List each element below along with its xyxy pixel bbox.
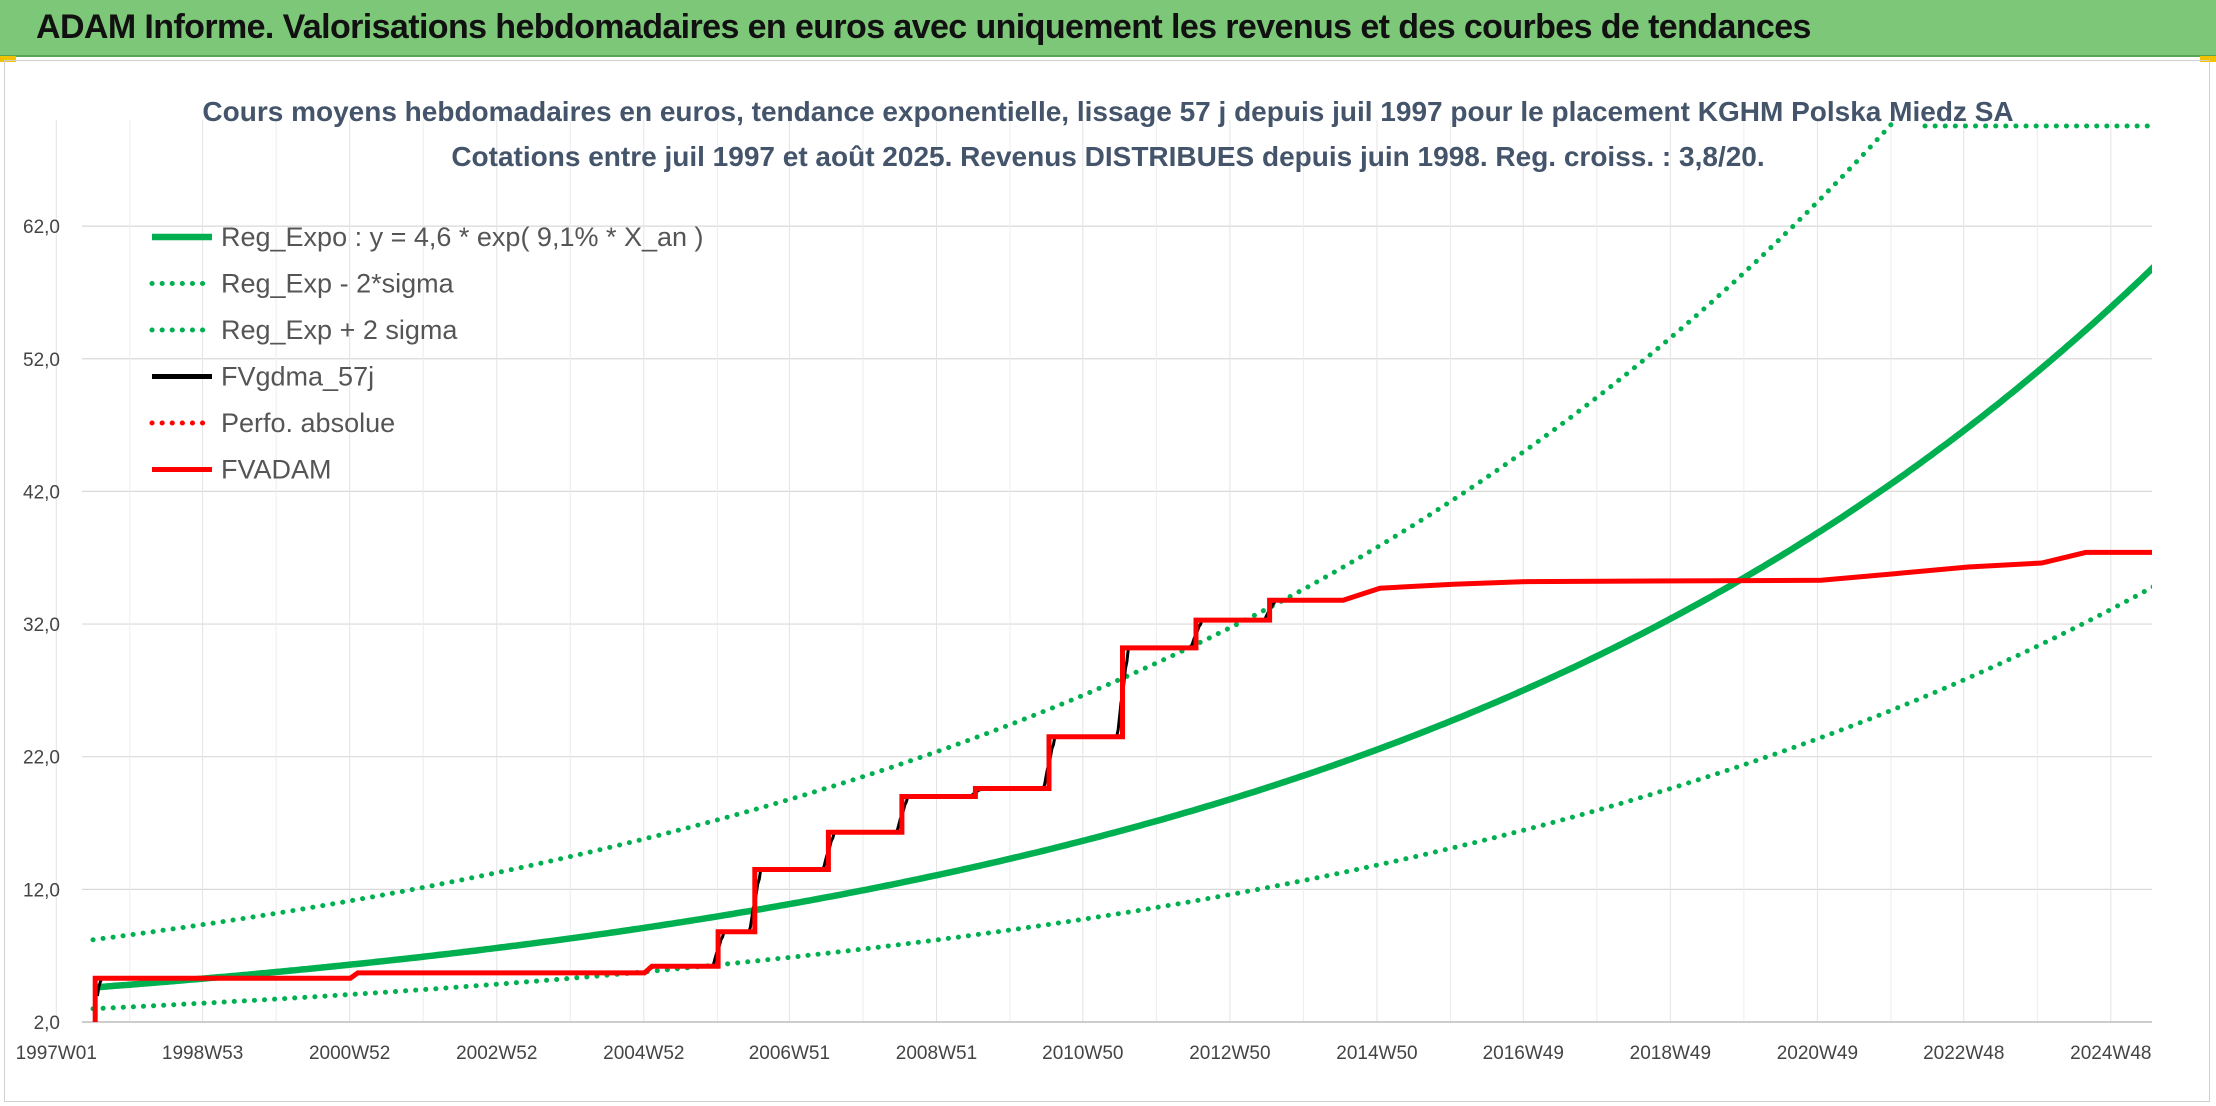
page-title: ADAM Informe. Valorisations hebdomadaire… xyxy=(36,8,1811,46)
legend-label: Reg_Expo : y = 4,6 * exp( 9,1% * X_an ) xyxy=(221,222,704,252)
corner-marker-left xyxy=(0,56,16,62)
y-tick-label: 22,0 xyxy=(23,748,60,769)
x-tick-label: 1998W53 xyxy=(162,1043,243,1064)
chart-subtitle: Cotations entre juil 1997 et août 2025. … xyxy=(451,141,1764,172)
x-tick-label: 2014W50 xyxy=(1336,1043,1417,1064)
legend: Reg_Expo : y = 4,6 * exp( 9,1% * X_an ) R… xyxy=(149,222,704,485)
chart-title: Cours moyens hebdomadaires en euros, ten… xyxy=(202,96,2013,127)
y-tick-label: 2,0 xyxy=(34,1013,60,1034)
x-tick-label: 2010W50 xyxy=(1042,1043,1123,1064)
x-tick-label: 2012W50 xyxy=(1189,1043,1270,1064)
x-tick-label: 2024W48 xyxy=(2070,1043,2151,1064)
series-line-5 xyxy=(92,549,2152,1022)
x-tick-label: 2018W49 xyxy=(1630,1043,1711,1064)
x-tick-label: 2020W49 xyxy=(1777,1043,1858,1064)
y-tick-label: 42,0 xyxy=(23,482,60,503)
series-line-2 xyxy=(90,120,1899,943)
x-tick-label: 2008W51 xyxy=(896,1043,977,1064)
legend-label: Reg_Exp - 2*sigma xyxy=(221,269,455,299)
corner-marker-right xyxy=(2200,56,2216,62)
x-tick-label: 2002W52 xyxy=(456,1043,537,1064)
x-tick-label: 2016W49 xyxy=(1483,1043,1564,1064)
legend-label: Perfo. absolue xyxy=(221,408,395,438)
chart-frame xyxy=(4,60,2210,1102)
legend-label: Reg_Exp + 2 sigma xyxy=(221,315,458,345)
series-line-1 xyxy=(90,584,2152,1012)
x-tick-label: 2004W52 xyxy=(603,1043,684,1064)
y-tick-label: 32,0 xyxy=(23,615,60,636)
tick-labels: 2,0 12,0 22,0 32,0 42,0 52,0 62,0 1997W01 1998W5… xyxy=(16,217,2152,1064)
x-tick-label: 2006W51 xyxy=(749,1043,830,1064)
legend-label: FVgdma_57j xyxy=(221,362,374,392)
series-line-0 xyxy=(92,264,2152,991)
y-tick-label: 12,0 xyxy=(23,880,60,901)
legend-label: FVADAM xyxy=(221,455,332,485)
x-tick-label: 2022W48 xyxy=(1923,1043,2004,1064)
y-tick-label: 62,0 xyxy=(23,217,60,238)
grid-lines xyxy=(55,120,2152,1023)
series-lines xyxy=(90,120,2155,1022)
x-tick-label: 1997W01 xyxy=(16,1043,97,1064)
y-tick-label: 52,0 xyxy=(23,350,60,371)
header-banner: ADAM Informe. Valorisations hebdomadaire… xyxy=(0,0,2216,57)
x-tick-label: 2000W52 xyxy=(309,1043,390,1064)
series-line-3 xyxy=(95,550,2152,997)
